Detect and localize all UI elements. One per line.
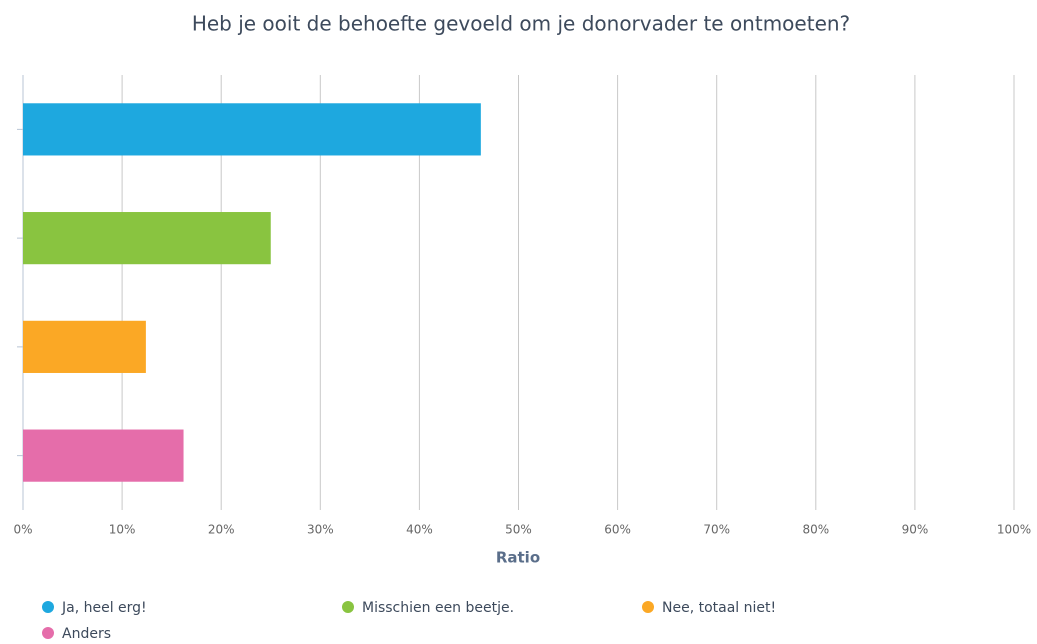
x-tick-label: 80%	[802, 523, 829, 537]
legend-marker	[342, 601, 354, 613]
x-tick-label: 10%	[109, 523, 136, 537]
legend-marker	[42, 627, 54, 639]
legend-label: Misschien een beetje.	[362, 600, 514, 616]
chart-title: Heb je ooit de behoefte gevoeld om je do…	[192, 12, 850, 36]
x-tick-label: 40%	[406, 523, 433, 537]
x-tick-label: 0%	[13, 523, 32, 537]
x-axis-label: Ratio	[496, 549, 540, 567]
bar	[23, 320, 146, 373]
legend-marker	[642, 601, 654, 613]
bar	[23, 103, 481, 156]
bar	[23, 212, 271, 265]
legend-marker	[42, 601, 54, 613]
x-tick-label: 70%	[703, 523, 730, 537]
x-tick-label: 30%	[307, 523, 334, 537]
legend-label: Nee, totaal niet!	[662, 600, 776, 616]
x-tick-label: 90%	[902, 523, 929, 537]
bar	[23, 429, 184, 482]
legend-label: Anders	[62, 626, 111, 642]
legend-label: Ja, heel erg!	[61, 600, 147, 616]
x-tick-label: 60%	[604, 523, 631, 537]
x-tick-label: 20%	[208, 523, 235, 537]
x-tick-label: 100%	[997, 523, 1031, 537]
x-tick-label: 50%	[505, 523, 532, 537]
